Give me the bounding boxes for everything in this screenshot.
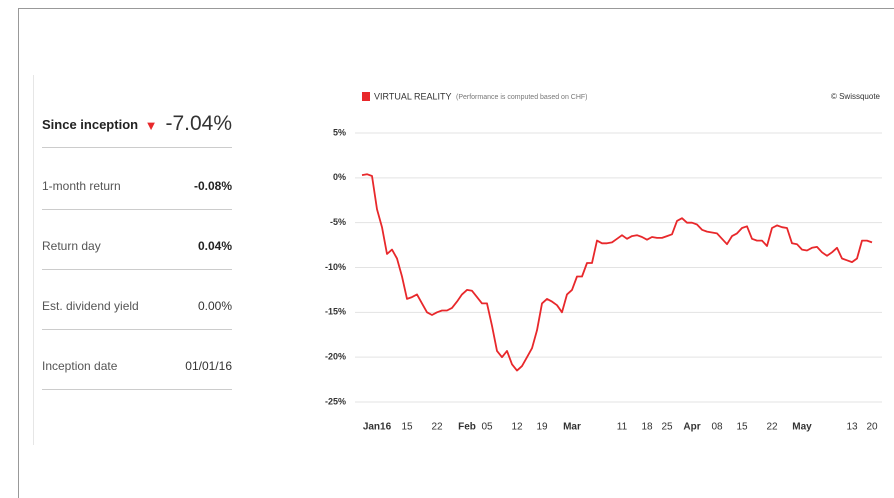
y-tick-label: 5%	[333, 127, 346, 137]
stat-label: Est. dividend yield	[42, 299, 139, 313]
line-series	[361, 173, 873, 372]
x-tick-label: 19	[536, 422, 548, 433]
y-tick-label: -5%	[330, 217, 346, 227]
x-tick-label: 25	[661, 422, 673, 433]
x-tick-label: 13	[846, 422, 858, 433]
widget-frame	[18, 8, 894, 498]
stat-value: 01/01/16	[185, 359, 232, 373]
x-tick-label: Mar	[563, 422, 581, 433]
x-tick-label: 12	[511, 422, 523, 433]
y-tick-label: 0%	[333, 172, 346, 182]
stat-row: 1-month return -0.08%	[42, 162, 232, 210]
x-tick-label: 20	[866, 422, 878, 433]
stat-label: Inception date	[42, 359, 118, 373]
stat-row: Return day 0.04%	[42, 222, 232, 270]
x-tick-label: 22	[766, 422, 778, 433]
stats-panel: Since inception ▼ -7.04% 1-month return -0…	[33, 75, 239, 445]
legend-swatch	[362, 92, 370, 101]
x-tick-label: Jan16	[363, 422, 392, 433]
x-tick-label: 11	[617, 422, 628, 433]
x-tick-label: Feb	[458, 422, 476, 433]
y-tick-label: -10%	[325, 262, 346, 272]
stat-row: Est. dividend yield 0.00%	[42, 282, 232, 330]
y-tick-label: -25%	[325, 396, 346, 406]
x-tick-label: May	[792, 422, 812, 433]
y-tick-label: -20%	[325, 352, 346, 362]
y-tick-label: -15%	[325, 307, 346, 317]
x-tick-label: 22	[431, 422, 443, 433]
stat-value: 0.04%	[197, 239, 232, 253]
stat-label: Return day	[42, 239, 101, 253]
x-tick-label: 15	[401, 422, 413, 433]
stat-value: 0.00%	[197, 299, 232, 313]
stat-label: 1-month return	[42, 179, 121, 193]
stat-value: -0.08%	[193, 179, 232, 193]
stat-row: Inception date 01/01/16	[42, 342, 232, 390]
legend-label: VIRTUAL REALITY	[374, 91, 452, 101]
x-tick-label: 08	[711, 422, 723, 433]
since-inception-row: Since inception ▼ -7.04%	[42, 100, 232, 148]
x-tick-label: Apr	[683, 422, 700, 433]
x-tick-label: 18	[641, 422, 653, 433]
credit: © Swissquote	[831, 92, 881, 101]
x-tick-label: 15	[736, 422, 748, 433]
stat-value: -7.04%	[165, 112, 232, 135]
chart-subtitle: (Performance is computed based on CHF)	[456, 94, 588, 101]
x-tick-label: 05	[481, 422, 493, 433]
down-arrow: ▼	[144, 118, 158, 133]
stat-label: Since inception	[42, 116, 139, 132]
